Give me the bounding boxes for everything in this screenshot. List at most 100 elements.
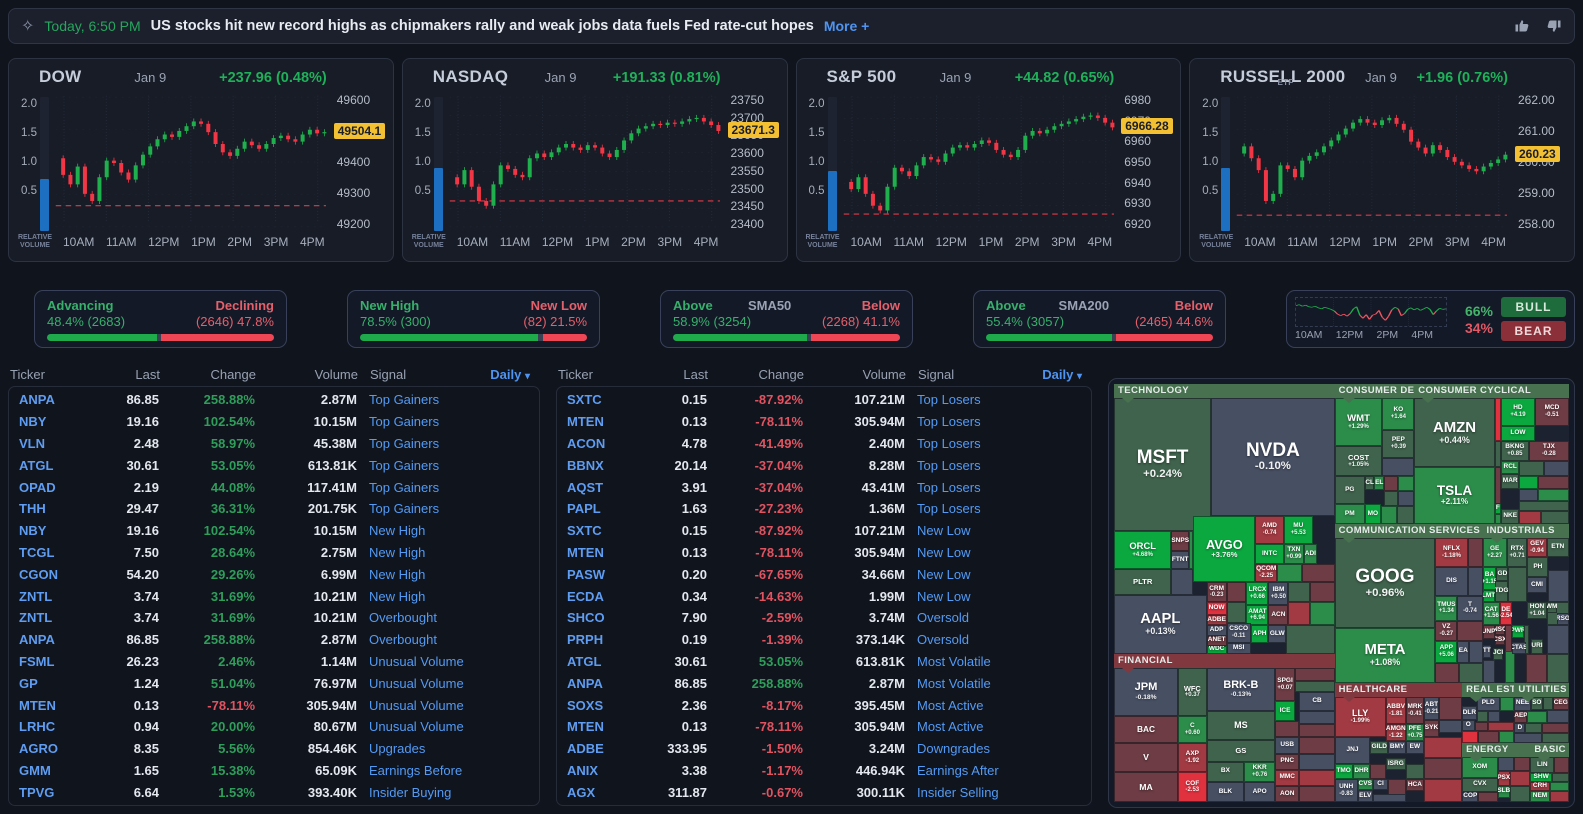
- signal-link[interactable]: Top Gainers: [369, 414, 440, 430]
- heatmap-tile-pm[interactable]: PM: [1334, 503, 1365, 524]
- signal-link[interactable]: Top Gainers: [369, 457, 440, 473]
- heatmap-tile-dhr[interactable]: DHR: [1352, 764, 1371, 779]
- heatmap-tile-hd[interactable]: HD +4.19: [1500, 398, 1535, 426]
- heatmap-tile-elv[interactable]: ELV: [1357, 790, 1373, 802]
- table-row[interactable]: NBY 19.16 102.54% 10.15M New High: [9, 520, 539, 542]
- table-row[interactable]: AGX 311.87 -0.67% 300.11K Insider Sellin…: [557, 781, 1091, 803]
- heatmap-tile-shw[interactable]: SHW: [1530, 772, 1552, 783]
- table-row[interactable]: ATGL 30.61 53.05% 613.81K Most Volatile: [557, 651, 1091, 673]
- heatmap-tile-intc[interactable]: INTC: [1255, 543, 1284, 565]
- index-card-russell-2000[interactable]: RUSSELL 2000 ETF Jan 9 +1.96 (0.76%) 2.0 1…: [1189, 58, 1575, 262]
- heatmap-tile-ceg[interactable]: CEG: [1552, 696, 1569, 710]
- signal-link[interactable]: Top Gainers: [369, 392, 440, 408]
- heatmap-tile-usb[interactable]: USB: [1275, 737, 1300, 754]
- signal-link[interactable]: Unusual Volume: [369, 675, 464, 691]
- table-row[interactable]: GMM 1.65 15.38% 65.09K Earnings Before: [9, 760, 539, 782]
- candlestick-chart[interactable]: [841, 93, 1117, 231]
- heatmap-tile-rsg[interactable]: RSG: [1556, 613, 1569, 625]
- ticker-link[interactable]: ANPA: [19, 392, 55, 408]
- heatmap-tile-app[interactable]: APP +5.06: [1435, 640, 1458, 663]
- heatmap-tile-nke[interactable]: NKE: [1500, 508, 1520, 524]
- ticker-link[interactable]: NBY: [19, 414, 47, 430]
- ticker-link[interactable]: SHCO: [567, 610, 605, 626]
- heatmap-tile-meta[interactable]: META +1.08%: [1334, 627, 1436, 683]
- table-row[interactable]: ATGL 30.61 53.05% 613.81K Top Gainers: [9, 454, 539, 476]
- table-row[interactable]: MTEN 0.13 -78.11% 305.94M New Low: [557, 542, 1091, 564]
- ticker-link[interactable]: THH: [19, 501, 46, 517]
- table-row[interactable]: OPAD 2.19 44.08% 117.41M Top Gainers: [9, 476, 539, 498]
- table-row[interactable]: ACON 4.78 -41.49% 2.40M Top Losers: [557, 433, 1091, 455]
- heatmap-tile-bac[interactable]: BAC: [1114, 715, 1178, 743]
- signal-link[interactable]: Top Gainers: [369, 479, 440, 495]
- heatmap-tile-o[interactable]: O: [1462, 720, 1475, 732]
- thumbs-down-icon[interactable]: [1545, 18, 1562, 34]
- heatmap-tile-cvx[interactable]: CVX: [1462, 777, 1498, 792]
- ticker-link[interactable]: AGX: [567, 784, 596, 800]
- heatmap-tile-snps[interactable]: SNPS: [1171, 530, 1189, 552]
- ticker-link[interactable]: LRHC: [19, 719, 56, 735]
- ticker-link[interactable]: PAPL: [567, 501, 601, 517]
- heatmap-tile-cop[interactable]: COP: [1462, 791, 1479, 802]
- signal-link[interactable]: Most Active: [917, 697, 984, 713]
- heatmap-tile-tmo[interactable]: TMO: [1334, 764, 1353, 779]
- ticker-link[interactable]: ADBE: [567, 741, 604, 757]
- table-row[interactable]: SXTC 0.15 -87.92% 107.21M New Low: [557, 520, 1091, 542]
- heatmap-tile-gev[interactable]: GEV -0.94: [1527, 538, 1547, 557]
- table-row[interactable]: CGON 54.20 29.26% 6.99M New High: [9, 563, 539, 585]
- ticker-link[interactable]: NBY: [19, 523, 47, 539]
- table-row[interactable]: ANIX 3.38 -1.17% 446.94K Earnings After: [557, 760, 1091, 782]
- heatmap-tile-t[interactable]: T -0.74: [1457, 595, 1483, 621]
- ticker-link[interactable]: CGON: [19, 566, 58, 582]
- ticker-link[interactable]: SXTC: [567, 392, 602, 408]
- heatmap-tile-ftnt[interactable]: FTNT: [1171, 551, 1189, 570]
- ticker-link[interactable]: ANIX: [567, 762, 599, 778]
- heatmap-tile-brk-b[interactable]: BRK-B -0.13%: [1206, 667, 1276, 711]
- table-row[interactable]: ANPA 86.85 258.88% 2.87M Top Gainers: [9, 389, 539, 411]
- heatmap-tile-xom[interactable]: XOM: [1462, 757, 1498, 778]
- signal-link[interactable]: Top Gainers: [369, 501, 440, 517]
- heatmap-tile-amzn[interactable]: AMZN +0.44%: [1414, 398, 1495, 468]
- heatmap-tile-glw[interactable]: GLW: [1268, 625, 1287, 644]
- table-row[interactable]: MTEN 0.13 -78.11% 305.94M Unusual Volume: [9, 694, 539, 716]
- heatmap-tile-now[interactable]: NOW: [1206, 602, 1227, 616]
- heatmap-tile-unh[interactable]: UNH -0.83: [1334, 778, 1358, 802]
- table-row[interactable]: AQST 3.91 -37.04% 43.41M Top Losers: [557, 476, 1091, 498]
- ticker-link[interactable]: TCGL: [19, 544, 55, 560]
- heatmap-tile-msi[interactable]: MSI: [1226, 643, 1251, 654]
- signal-link[interactable]: Insider Buying: [369, 784, 452, 800]
- heatmap-tile-abbv[interactable]: ABBV -1.81: [1385, 696, 1406, 725]
- signal-link[interactable]: Insider Selling: [917, 784, 999, 800]
- heatmap-tile-wmt[interactable]: WMT +1.29%: [1334, 398, 1383, 446]
- ticker-link[interactable]: MTEN: [19, 697, 56, 713]
- heatmap-tile-d[interactable]: D: [1514, 722, 1526, 734]
- index-card-nasdaq[interactable]: NASDAQ Jan 9 +191.33 (0.81%) 2.0 1.5 1.0 0.…: [401, 58, 788, 262]
- heatmap-tile-tsla[interactable]: TSLA +2.11%: [1414, 467, 1495, 524]
- table-row[interactable]: TPVG 6.64 1.53% 393.40K Insider Buying: [9, 781, 539, 803]
- signal-link[interactable]: New Low: [917, 523, 971, 539]
- table-row[interactable]: ZNTL 3.74 31.69% 10.21M Overbought: [9, 607, 539, 629]
- ticker-link[interactable]: BBNX: [567, 457, 604, 473]
- heatmap-tile-c[interactable]: C +0.60: [1177, 715, 1207, 743]
- heatmap-tile-slb[interactable]: SLB: [1497, 785, 1510, 798]
- heatmap-tile-msft[interactable]: MSFT +0.24%: [1114, 398, 1212, 531]
- signal-link[interactable]: Oversold: [917, 632, 970, 648]
- heatmap-tile-jnj[interactable]: JNJ: [1334, 736, 1371, 765]
- table-row[interactable]: ADBE 333.95 -1.50% 3.24M Downgrades: [557, 738, 1091, 760]
- heatmap-tile-apo[interactable]: APO: [1244, 781, 1276, 802]
- heatmap-tile-mcd[interactable]: MCD -0.51: [1534, 398, 1569, 426]
- heatmap-tile-pfe[interactable]: PFE +0.75: [1406, 724, 1424, 741]
- ticker-link[interactable]: FSML: [19, 653, 55, 669]
- heatmap-tile-tdg[interactable]: TDG: [1494, 581, 1509, 602]
- heatmap-tile-tt[interactable]: TT: [1482, 645, 1492, 659]
- signal-link[interactable]: Earnings Before: [369, 762, 463, 778]
- signal-link[interactable]: Overbought: [369, 632, 437, 648]
- heatmap-tile-rcl[interactable]: RCL: [1500, 461, 1520, 474]
- signal-link[interactable]: New High: [369, 544, 426, 560]
- heatmap-tile-lly[interactable]: LLY -1.99%: [1334, 696, 1386, 737]
- heatmap-tile-aph[interactable]: APH: [1250, 625, 1269, 644]
- heatmap-tile-csco[interactable]: CSCO -0.11: [1226, 622, 1251, 644]
- table-row[interactable]: GP 1.24 51.04% 76.97M Unusual Volume: [9, 672, 539, 694]
- heatmap-tile-ctas[interactable]: CTAS: [1511, 642, 1526, 654]
- index-card-dow[interactable]: DOW Jan 9 +237.96 (0.48%) 2.0 1.5 1.0 0.5 4…: [8, 58, 394, 262]
- heatmap-tile-gd[interactable]: GD: [1496, 566, 1509, 582]
